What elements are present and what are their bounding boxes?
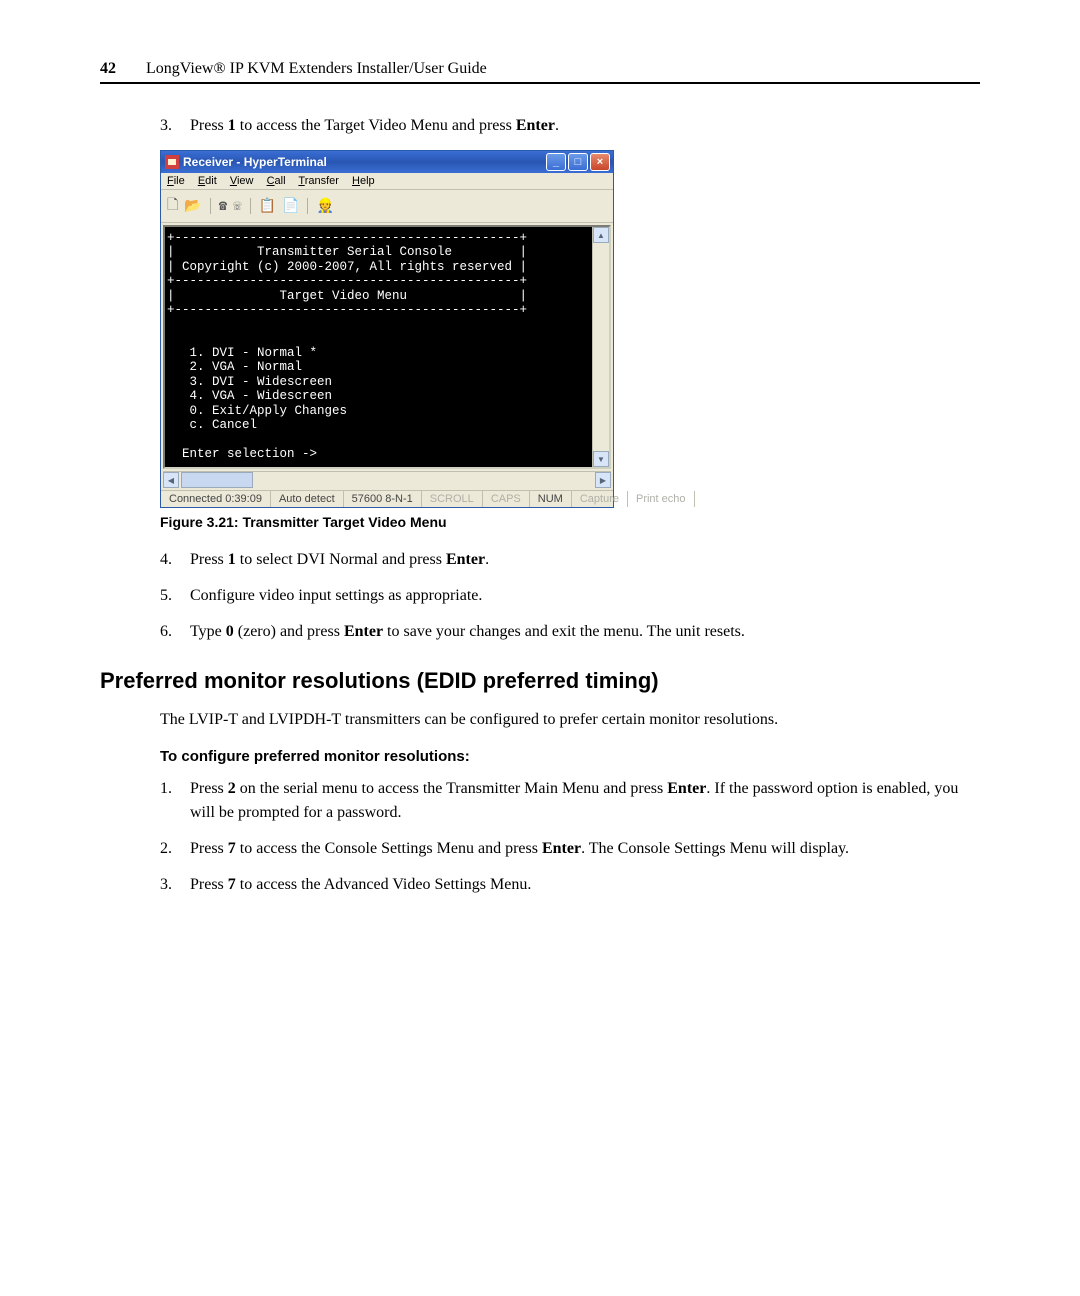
key-label: 7	[228, 876, 236, 893]
scroll-left-icon[interactable]: ◀	[163, 472, 179, 488]
step-number: 5.	[160, 584, 190, 608]
step-number: 6.	[160, 620, 190, 644]
scroll-down-icon[interactable]: ▼	[593, 451, 609, 467]
app-icon	[165, 155, 179, 169]
scroll-up-icon[interactable]: ▲	[593, 227, 609, 243]
terminal-wrap: +---------------------------------------…	[163, 225, 611, 469]
enter-label: Enter	[516, 117, 555, 134]
menu-transfer[interactable]: Transfer	[298, 175, 339, 187]
send-icon[interactable]: 📋	[259, 198, 276, 215]
status-baud: 57600 8-N-1	[344, 491, 422, 507]
status-num: NUM	[530, 491, 572, 507]
disconnect-icon[interactable]: ☏	[233, 198, 241, 215]
connect-icon[interactable]: ☎	[219, 198, 227, 215]
status-printecho: Print echo	[628, 491, 695, 507]
step-text: Press 2 on the serial menu to access the…	[190, 777, 980, 825]
key-label: 7	[228, 840, 236, 857]
toolbar: 🗋 📂 ☎ ☏ 📋 📄 👷	[161, 190, 613, 223]
figure-caption: Figure 3.21: Transmitter Target Video Me…	[160, 514, 980, 530]
key-label: 0	[226, 623, 234, 640]
close-button[interactable]: ×	[590, 153, 610, 171]
page-header: 42 LongView® IP KVM Extenders Installer/…	[100, 60, 980, 84]
section-heading: Preferred monitor resolutions (EDID pref…	[100, 668, 980, 694]
procedure-step-1: 1. Press 2 on the serial menu to access …	[160, 777, 980, 825]
procedure-step-3: 3. Press 7 to access the Advanced Video …	[160, 873, 980, 897]
status-capture: Capture	[572, 491, 628, 507]
step-5: 5. Configure video input settings as app…	[160, 584, 980, 608]
menu-view[interactable]: View	[230, 175, 254, 187]
scroll-thumb[interactable]	[181, 472, 253, 488]
properties-icon[interactable]: 👷	[316, 198, 333, 215]
receive-icon[interactable]: 📄	[282, 198, 299, 215]
step-text: Configure video input settings as approp…	[190, 584, 980, 608]
step-text: Type 0 (zero) and press Enter to save yo…	[190, 620, 980, 644]
figure-screenshot: Receiver - HyperTerminal _ □ × File Edit…	[160, 150, 980, 508]
toolbar-separator	[307, 198, 308, 214]
step-number: 2.	[160, 837, 190, 861]
guide-title: LongView® IP KVM Extenders Installer/Use…	[146, 60, 487, 78]
procedure-step-2: 2. Press 7 to access the Console Setting…	[160, 837, 980, 861]
enter-label: Enter	[667, 780, 706, 797]
key-label: 1	[228, 551, 236, 568]
step-6: 6. Type 0 (zero) and press Enter to save…	[160, 620, 980, 644]
step-number: 3.	[160, 873, 190, 897]
menubar: File Edit View Call Transfer Help	[161, 173, 613, 190]
status-scroll: SCROLL	[422, 491, 483, 507]
toolbar-separator	[250, 198, 251, 214]
window-title: Receiver - HyperTerminal	[183, 155, 546, 169]
vertical-scrollbar[interactable]: ▲ ▼	[592, 227, 609, 467]
menu-call[interactable]: Call	[267, 175, 286, 187]
menu-edit[interactable]: Edit	[198, 175, 217, 187]
step-text: Press 1 to select DVI Normal and press E…	[190, 548, 980, 572]
step-number: 1.	[160, 777, 190, 825]
step-number: 4.	[160, 548, 190, 572]
step-text: Press 7 to access the Console Settings M…	[190, 837, 980, 861]
page-number: 42	[100, 60, 116, 78]
status-detect: Auto detect	[271, 491, 344, 507]
hyperterminal-window: Receiver - HyperTerminal _ □ × File Edit…	[160, 150, 614, 508]
status-connected: Connected 0:39:09	[161, 491, 271, 507]
minimize-button[interactable]: _	[546, 153, 566, 171]
enter-label: Enter	[542, 840, 581, 857]
key-label: 2	[228, 780, 236, 797]
horizontal-scrollbar[interactable]: ◀ ▶	[163, 471, 611, 488]
section-intro: The LVIP-T and LVIPDH-T transmitters can…	[160, 708, 980, 732]
maximize-button[interactable]: □	[568, 153, 588, 171]
enter-label: Enter	[344, 623, 383, 640]
open-icon[interactable]: 📂	[184, 198, 201, 215]
enter-label: Enter	[446, 551, 485, 568]
step-text: Press 1 to access the Target Video Menu …	[190, 114, 980, 138]
menu-file[interactable]: File	[167, 175, 185, 187]
sub-heading: To configure preferred monitor resolutio…	[160, 748, 980, 765]
menu-help[interactable]: Help	[352, 175, 375, 187]
scroll-right-icon[interactable]: ▶	[595, 472, 611, 488]
statusbar: Connected 0:39:09 Auto detect 57600 8-N-…	[161, 490, 613, 507]
new-icon[interactable]: 🗋	[167, 194, 178, 218]
step-4: 4. Press 1 to select DVI Normal and pres…	[160, 548, 980, 572]
step-3: 3. Press 1 to access the Target Video Me…	[160, 114, 980, 138]
step-text: Press 7 to access the Advanced Video Set…	[190, 873, 980, 897]
step-number: 3.	[160, 114, 190, 138]
toolbar-separator	[210, 198, 211, 214]
window-titlebar: Receiver - HyperTerminal _ □ ×	[161, 151, 613, 173]
status-caps: CAPS	[483, 491, 530, 507]
terminal-output[interactable]: +---------------------------------------…	[165, 227, 592, 467]
key-label: 1	[228, 117, 236, 134]
